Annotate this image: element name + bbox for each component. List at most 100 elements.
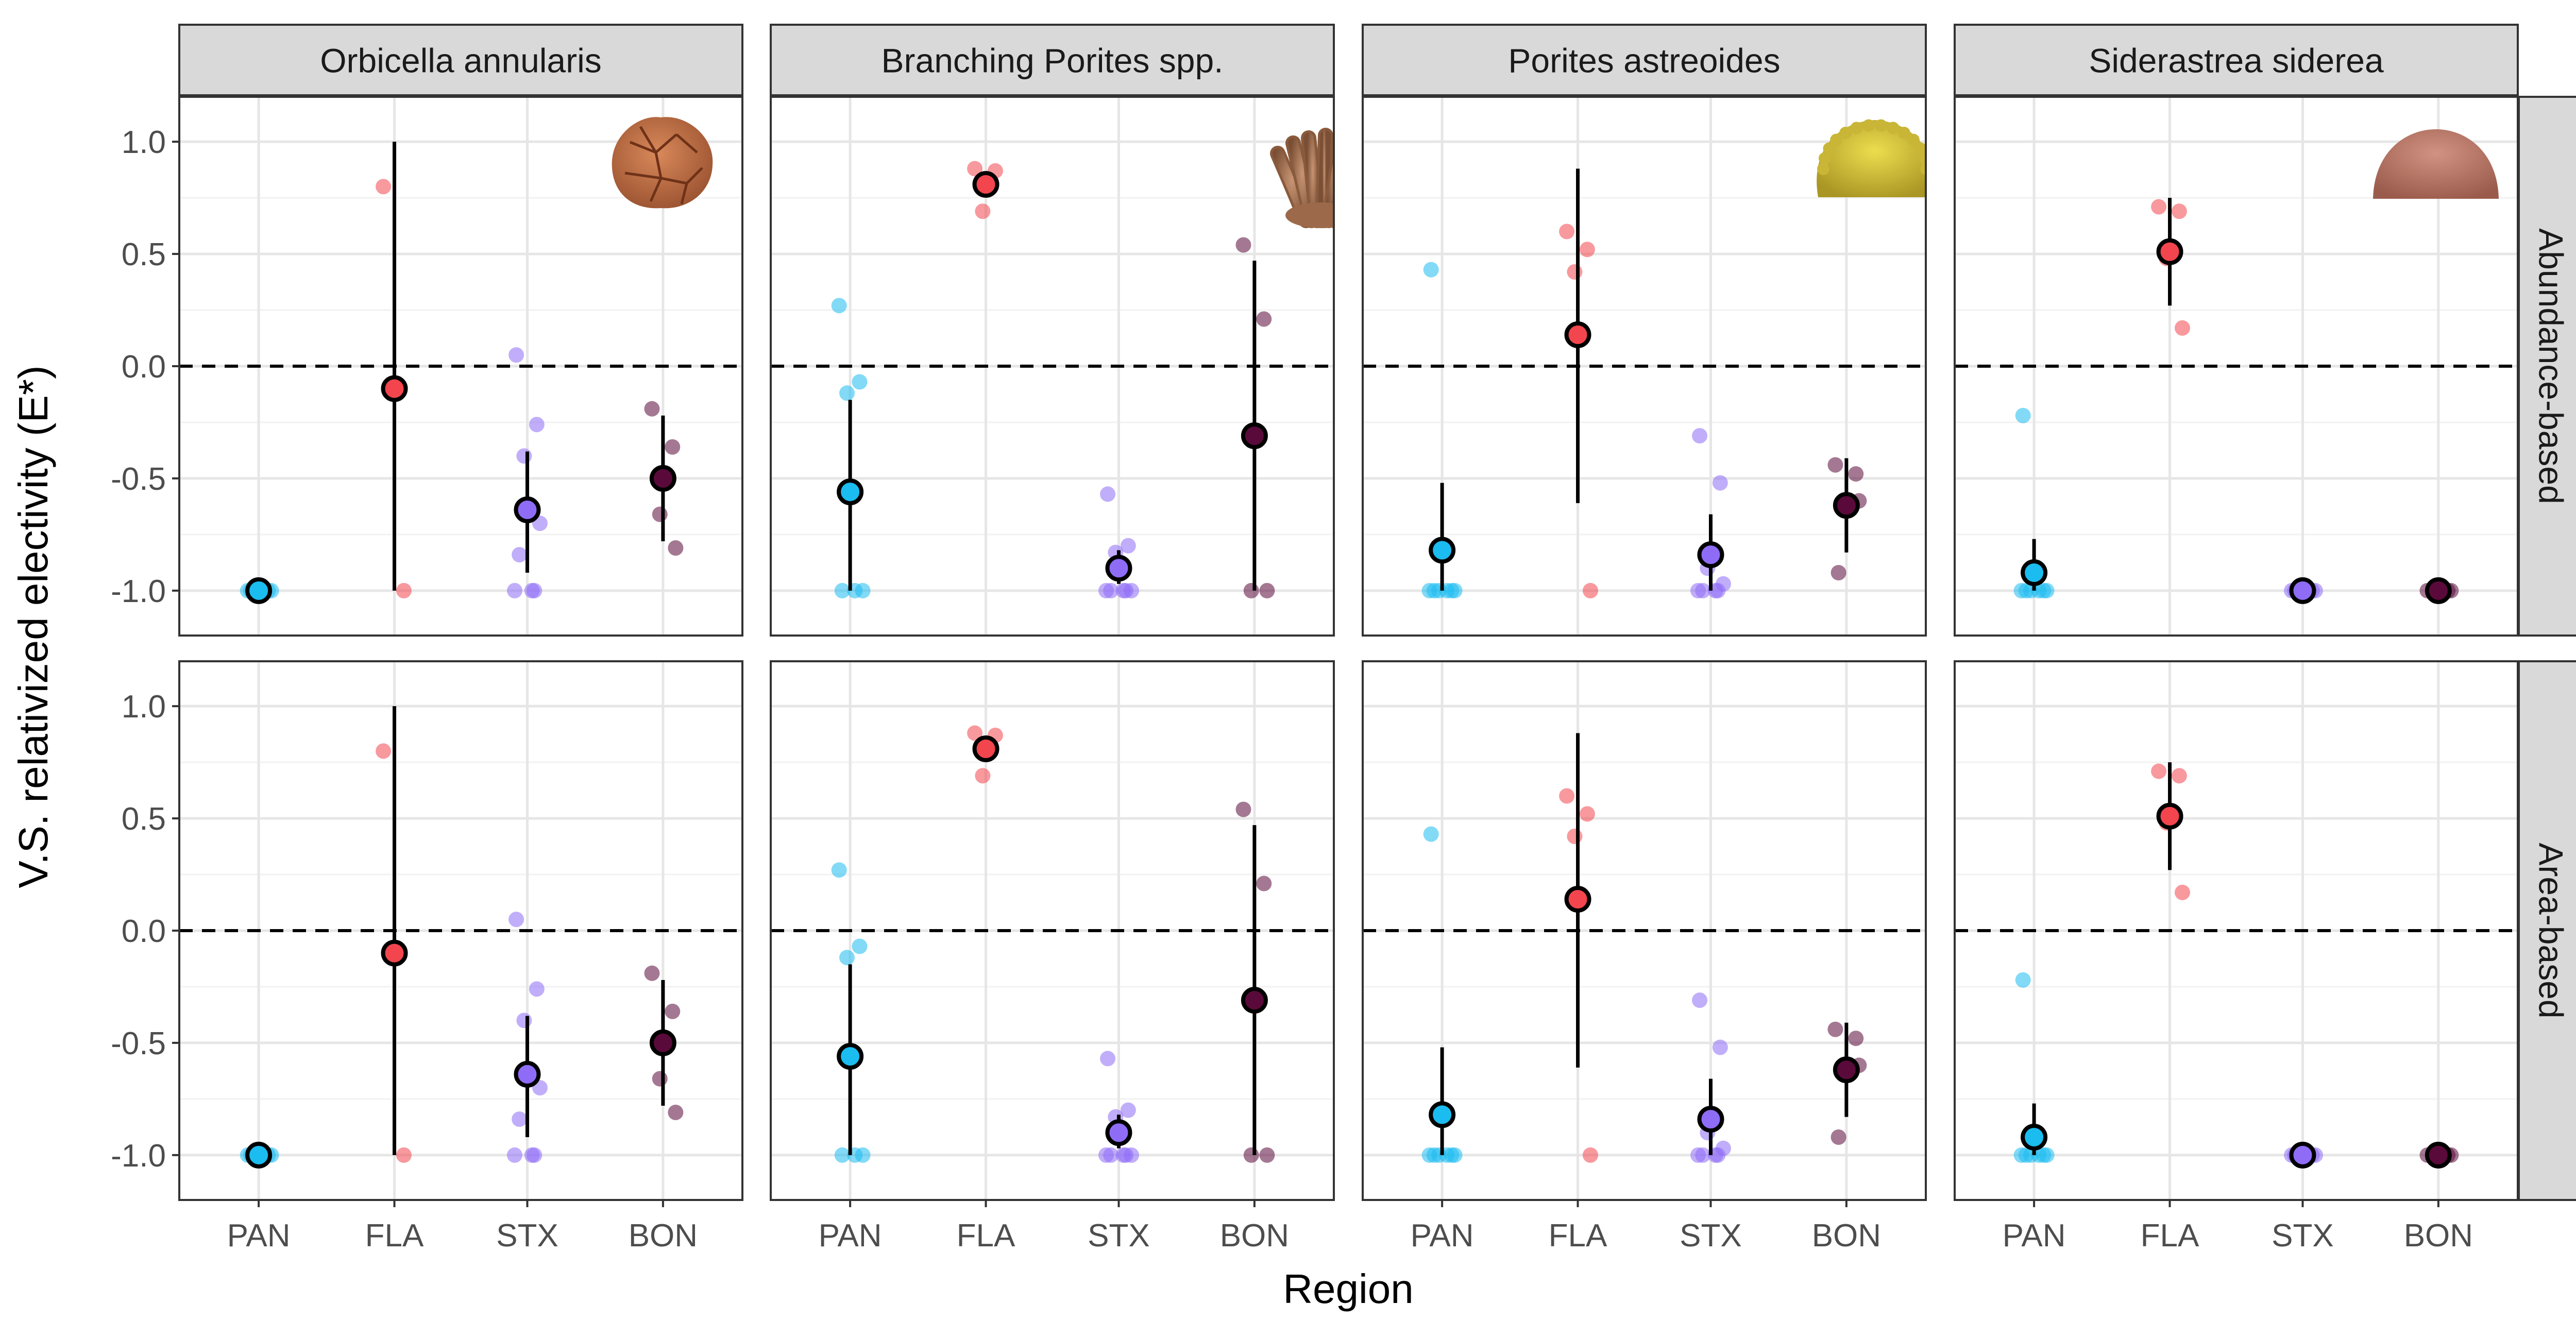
- panel-border: [770, 96, 1335, 637]
- data-point-stx: [516, 448, 532, 464]
- data-point-stx: [1100, 486, 1116, 502]
- x-axis-label: Region: [1283, 1266, 1414, 1312]
- data-point-stx: [1098, 1147, 1114, 1163]
- data-point-fla: [967, 725, 983, 741]
- data-point-bon: [652, 1071, 668, 1087]
- data-point-bon: [644, 965, 660, 981]
- boulder-coral-icon: [612, 117, 713, 209]
- data-point-pan: [2015, 407, 2031, 423]
- data-point-bon: [1831, 564, 1846, 580]
- data-point-fla: [396, 1147, 412, 1163]
- y-tick-label: 0.0: [122, 914, 166, 949]
- mean-point-pan: [1429, 537, 1456, 564]
- y-tick-label: 0.5: [122, 801, 166, 837]
- data-point-bon: [668, 540, 684, 556]
- data-point-pan: [852, 374, 868, 390]
- panel-border: [178, 96, 743, 637]
- mean-point-stx: [1105, 1119, 1132, 1146]
- mean-point-fla: [2156, 238, 2183, 265]
- panel-plot-area: [1955, 97, 2518, 636]
- x-tick-label: BON: [1812, 1218, 1881, 1254]
- data-point-stx: [529, 417, 545, 433]
- mean-point-fla: [381, 375, 408, 402]
- mean-point-stx: [1697, 1106, 1724, 1133]
- mean-point-fla: [381, 939, 408, 967]
- data-point-fla: [2171, 203, 2187, 219]
- panel-plot-area: [1955, 661, 2518, 1200]
- panel-area-based-branching-porites-spp: [770, 660, 1335, 1201]
- x-tick-label: BON: [1220, 1218, 1289, 1254]
- data-point-stx: [1712, 1039, 1728, 1055]
- mean-point-stx: [2289, 577, 2316, 604]
- data-point-stx: [1118, 1147, 1134, 1163]
- data-point-bon: [1243, 582, 1259, 598]
- panel-area-based-porites-astreoides: [1362, 660, 1927, 1201]
- data-point-bon: [1848, 466, 1864, 482]
- data-point-fla: [376, 179, 392, 195]
- data-point-bon: [1259, 1147, 1275, 1163]
- x-tick-label: STX: [496, 1218, 558, 1254]
- mean-point-pan: [245, 577, 273, 604]
- x-tick-label: STX: [1088, 1218, 1150, 1254]
- data-point-pan: [2013, 1147, 2029, 1163]
- data-point-bon: [644, 401, 660, 417]
- y-tick-label: 1.0: [122, 689, 166, 725]
- data-point-fla: [1579, 806, 1595, 822]
- x-tick-label: PAN: [227, 1218, 291, 1254]
- data-point-stx: [506, 1147, 522, 1163]
- data-point-stx: [1690, 1147, 1706, 1163]
- data-point-stx: [509, 912, 524, 928]
- data-point-bon: [1831, 1129, 1846, 1145]
- x-tick-label: PAN: [1411, 1218, 1474, 1254]
- massive-starlet-coral-icon: [2373, 129, 2499, 199]
- data-point-pan: [839, 385, 855, 401]
- data-point-bon: [1848, 1031, 1864, 1047]
- data-point-bon: [1827, 457, 1843, 473]
- mean-point-stx: [514, 496, 541, 523]
- data-point-stx: [1692, 992, 1708, 1008]
- data-point-fla: [1559, 224, 1575, 239]
- facet-panels: Orbicella annularis Branching Porites spp…: [111, 24, 2576, 1254]
- data-point-pan: [2015, 972, 2031, 988]
- data-point-stx: [516, 1013, 532, 1028]
- panel-border: [770, 660, 1335, 1201]
- data-point-fla: [1559, 788, 1575, 804]
- row-label-area-based: Area-based: [2532, 843, 2570, 1018]
- data-point-bon: [1235, 801, 1251, 817]
- data-point-bon: [1256, 876, 1272, 891]
- data-point-bon: [652, 506, 668, 522]
- panel-plot-area: [179, 97, 742, 636]
- y-tick-label: -0.5: [111, 1026, 166, 1061]
- panel-abundance-based-orbicella-annularis: [178, 96, 743, 637]
- y-tick-label: 0.5: [122, 237, 166, 272]
- mean-point-pan: [2021, 559, 2048, 586]
- x-tick-label: FLA: [957, 1218, 1015, 1254]
- mean-point-bon: [1241, 422, 1268, 450]
- data-point-pan: [1421, 1147, 1437, 1163]
- data-point-fla: [1583, 582, 1599, 598]
- data-point-pan: [831, 298, 847, 314]
- data-point-bon: [1235, 237, 1251, 253]
- mean-point-fla: [972, 170, 999, 198]
- data-point-pan: [834, 1147, 850, 1163]
- mean-point-bon: [2425, 1141, 2452, 1169]
- mean-point-fla: [1564, 321, 1591, 348]
- data-point-fla: [1579, 242, 1595, 258]
- panel-plot-area: [179, 661, 742, 1200]
- panel-plot-area: [771, 97, 1334, 636]
- data-point-fla: [1567, 828, 1583, 844]
- panel-abundance-based-siderastrea-siderea: [1954, 96, 2519, 637]
- data-point-pan: [839, 950, 855, 966]
- facet-label-porites-astreoides: Porites astreoides: [1508, 42, 1780, 80]
- data-point-pan: [1423, 826, 1439, 842]
- data-point-bon: [1827, 1021, 1843, 1037]
- mean-point-stx: [1697, 541, 1724, 569]
- panel-abundance-based-branching-porites-spp: [770, 96, 1335, 637]
- row-strip-abundance-based: [2518, 96, 2576, 637]
- data-point-stx: [512, 1111, 528, 1127]
- facet-strip-porites-astreoides: [1362, 24, 1927, 96]
- mean-point-pan: [837, 478, 864, 506]
- y-tick-label: 0.0: [122, 349, 166, 385]
- data-point-stx: [527, 582, 543, 598]
- data-point-stx: [1710, 582, 1726, 598]
